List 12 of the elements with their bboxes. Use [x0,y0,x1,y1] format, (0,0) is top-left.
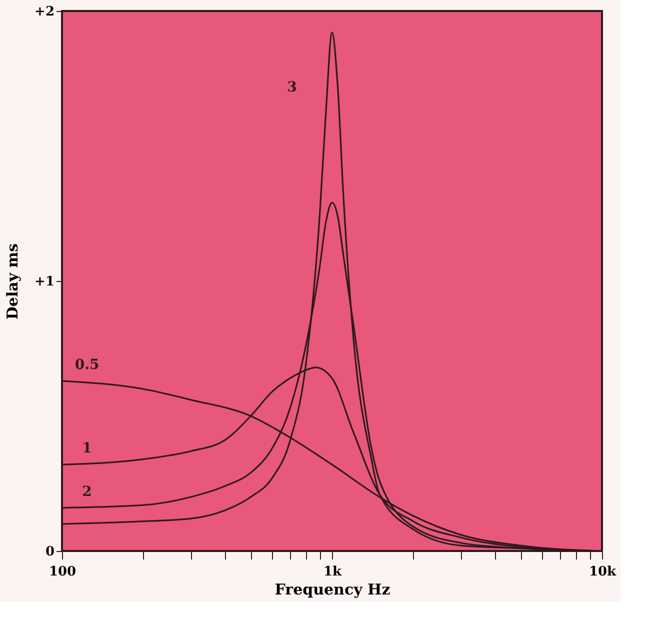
x-tick-label: 1k [323,564,343,580]
x-tick-label: 10k [588,564,618,580]
y-tick-label: +2 [34,4,54,20]
series-label: 1 [82,440,92,457]
y-axis-title: Delay ms [4,243,22,320]
text: 3 [287,80,297,96]
x-axis-title: Frequency Hz [274,580,391,598]
y-tick-label: 0 [45,544,54,560]
series-label: 0.5 [74,356,100,373]
x-tick-label: 100 [48,564,76,580]
series-label: 2 [82,484,92,500]
y-tick-label: +1 [34,274,54,290]
